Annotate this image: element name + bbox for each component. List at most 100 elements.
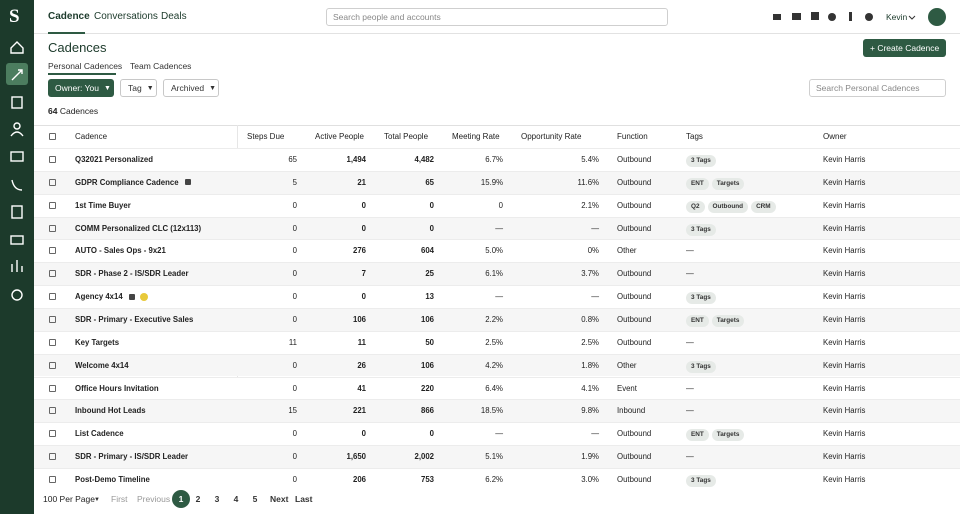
tag-pill[interactable]: 3 Tags bbox=[686, 475, 716, 487]
cell-function: Outbound bbox=[617, 445, 651, 468]
nav-item[interactable]: Conversations bbox=[94, 11, 158, 22]
page-number[interactable]: 4 bbox=[231, 494, 241, 504]
last[interactable]: Last bbox=[295, 494, 312, 504]
row-checkbox[interactable] bbox=[49, 156, 56, 163]
tab[interactable]: Team Cadences bbox=[130, 61, 191, 71]
tab[interactable]: Personal Cadences bbox=[48, 61, 122, 71]
row-checkbox[interactable] bbox=[49, 316, 56, 323]
page-number[interactable]: 5 bbox=[250, 494, 260, 504]
cell-total: 0 bbox=[374, 422, 434, 445]
cadence-name[interactable]: Welcome 4x14 bbox=[75, 354, 129, 377]
row-checkbox[interactable] bbox=[49, 453, 56, 460]
row-checkbox[interactable] bbox=[49, 385, 56, 392]
cell-tags: — bbox=[686, 262, 694, 285]
cell-tags: 3 Tags bbox=[686, 468, 719, 491]
next[interactable]: Next bbox=[270, 494, 288, 504]
first[interactable]: First bbox=[111, 494, 128, 504]
cadence-name[interactable]: GDPR Compliance Cadence bbox=[75, 171, 191, 194]
column-header[interactable]: Opportunity Rate bbox=[521, 125, 581, 148]
cadence-name[interactable]: AUTO - Sales Ops - 9x21 bbox=[75, 239, 166, 262]
cadence-name[interactable]: List Cadence bbox=[75, 422, 124, 445]
user-name[interactable]: Kevin bbox=[886, 12, 907, 22]
cadence-name[interactable]: Inbound Hot Leads bbox=[75, 399, 146, 422]
tag-pill[interactable]: 3 Tags bbox=[686, 292, 716, 304]
tag-pill[interactable]: ENT bbox=[686, 315, 709, 327]
cell-owner: Kevin Harris bbox=[823, 285, 865, 308]
cell-function: Event bbox=[617, 377, 637, 400]
row-checkbox[interactable] bbox=[49, 225, 56, 232]
cell-owner: Kevin Harris bbox=[823, 331, 865, 354]
column-header[interactable]: Cadence bbox=[75, 125, 107, 148]
column-header[interactable]: Active People bbox=[315, 125, 364, 148]
cell-active: 0 bbox=[306, 422, 366, 445]
previous[interactable]: Previous bbox=[137, 494, 170, 504]
cadence-name[interactable]: Post-Demo Timeline bbox=[75, 468, 150, 491]
page-number[interactable]: 1 bbox=[176, 494, 186, 504]
row-checkbox[interactable] bbox=[49, 339, 56, 346]
row-checkbox[interactable] bbox=[49, 202, 56, 209]
row-checkbox[interactable] bbox=[49, 179, 56, 186]
cell-meeting: 4.2% bbox=[443, 354, 503, 377]
cadence-name[interactable]: SDR - Primary - IS/SDR Leader bbox=[75, 445, 188, 468]
cell-function: Outbound bbox=[617, 262, 651, 285]
cadence-name[interactable]: COMM Personalized CLC (12x113) bbox=[75, 217, 201, 240]
filter-button[interactable]: Archived▼ bbox=[163, 79, 219, 97]
page-number[interactable]: 3 bbox=[212, 494, 222, 504]
cadence-name[interactable]: 1st Time Buyer bbox=[75, 194, 131, 217]
nav-item[interactable]: Cadence bbox=[48, 11, 90, 22]
tag-pill[interactable]: Targets bbox=[712, 315, 745, 327]
tag-pill[interactable]: Targets bbox=[712, 429, 745, 441]
cell-function: Outbound bbox=[617, 285, 651, 308]
cadence-name[interactable]: Key Targets bbox=[75, 331, 119, 354]
cell-owner: Kevin Harris bbox=[823, 148, 865, 171]
global-search[interactable]: Search people and accounts bbox=[326, 8, 668, 26]
row-checkbox[interactable] bbox=[49, 362, 56, 369]
cell-owner: Kevin Harris bbox=[823, 468, 865, 491]
column-header[interactable]: Total People bbox=[384, 125, 428, 148]
nav-item[interactable]: Deals bbox=[161, 11, 187, 22]
cell-steps: 0 bbox=[237, 285, 297, 308]
tag-pill[interactable]: ENT bbox=[686, 178, 709, 190]
filter-button[interactable]: Tag▼ bbox=[120, 79, 157, 97]
column-header[interactable]: Function bbox=[617, 125, 648, 148]
cadence-name[interactable]: SDR - Phase 2 - IS/SDR Leader bbox=[75, 262, 189, 285]
page-number[interactable]: 2 bbox=[193, 494, 203, 504]
column-header[interactable]: Owner bbox=[823, 125, 847, 148]
row-checkbox[interactable] bbox=[49, 476, 56, 483]
cell-tags: 3 Tags bbox=[686, 354, 719, 377]
per-page[interactable]: 100 Per Page bbox=[43, 494, 95, 504]
tag-pill[interactable]: 3 Tags bbox=[686, 224, 716, 236]
header-checkbox[interactable] bbox=[49, 133, 56, 140]
tag-pill[interactable]: 3 Tags bbox=[686, 361, 716, 373]
cell-opportunity: 11.6% bbox=[539, 171, 599, 194]
cadence-count: 64 Cadences bbox=[48, 106, 98, 116]
row-checkbox[interactable] bbox=[49, 430, 56, 437]
cell-active: 0 bbox=[306, 194, 366, 217]
create-button[interactable]: + Create Cadence bbox=[863, 39, 946, 57]
cell-total: 220 bbox=[374, 377, 434, 400]
tag-pill[interactable]: 3 Tags bbox=[686, 155, 716, 167]
filter-button[interactable]: Owner: You▼ bbox=[48, 79, 114, 97]
cell-active: 0 bbox=[306, 285, 366, 308]
cell-total: 65 bbox=[374, 171, 434, 194]
row-checkbox[interactable] bbox=[49, 293, 56, 300]
row-checkbox[interactable] bbox=[49, 270, 56, 277]
column-header[interactable]: Meeting Rate bbox=[452, 125, 500, 148]
cadence-name[interactable]: Q32021 Personalized bbox=[75, 148, 153, 171]
cell-owner: Kevin Harris bbox=[823, 262, 865, 285]
cadence-name[interactable]: SDR - Primary - Executive Sales bbox=[75, 308, 193, 331]
tag-pill[interactable]: Q2 bbox=[686, 201, 705, 213]
cadence-name[interactable]: Agency 4x14 bbox=[75, 285, 148, 308]
search-placeholder: Search Personal Cadences bbox=[816, 83, 919, 93]
tag-pill[interactable]: Targets bbox=[712, 178, 745, 190]
row-checkbox[interactable] bbox=[49, 247, 56, 254]
row-checkbox[interactable] bbox=[49, 407, 56, 414]
cadence-name[interactable]: Office Hours Invitation bbox=[75, 377, 159, 400]
column-header[interactable]: Steps Due bbox=[247, 125, 284, 148]
cell-steps: 0 bbox=[237, 422, 297, 445]
tag-pill[interactable]: ENT bbox=[686, 429, 709, 441]
tag-pill[interactable]: Outbound bbox=[708, 201, 749, 213]
tag-pill[interactable]: CRM bbox=[751, 201, 776, 213]
cadence-search[interactable]: Search Personal Cadences bbox=[809, 79, 946, 97]
column-header[interactable]: Tags bbox=[686, 125, 703, 148]
